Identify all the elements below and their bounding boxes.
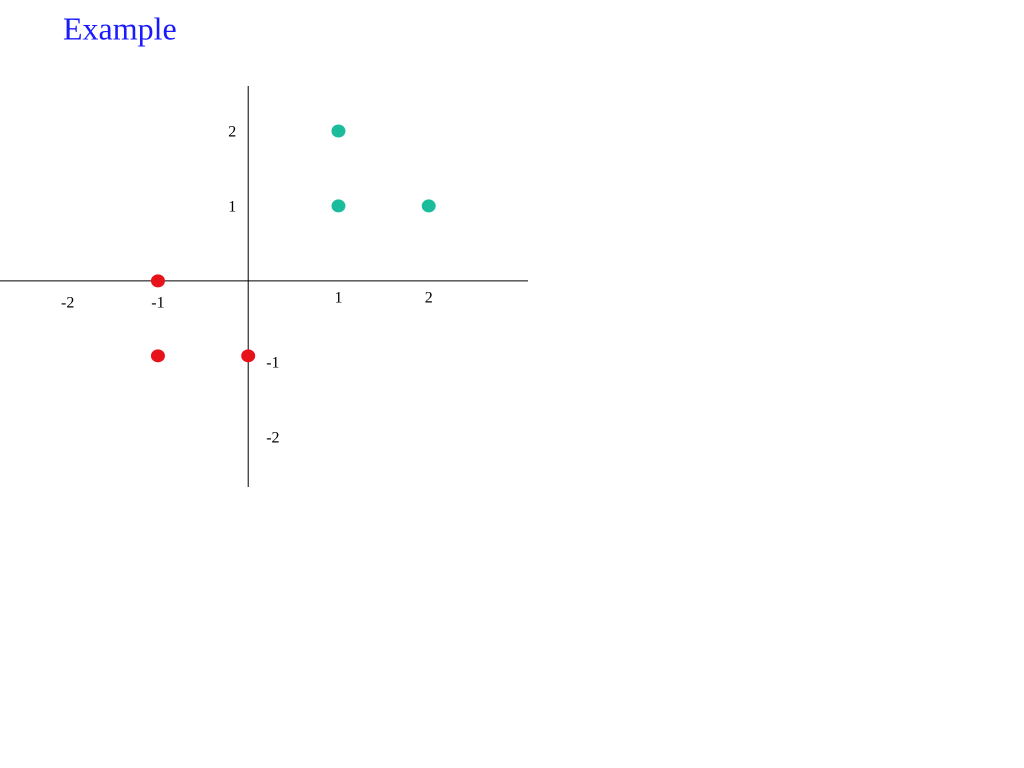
chart-title: Example — [63, 10, 177, 46]
x-tick-label: 2 — [425, 290, 433, 307]
point — [421, 199, 436, 213]
y-tick-label: 2 — [228, 124, 236, 141]
point — [241, 349, 256, 363]
point — [150, 274, 165, 288]
point — [150, 349, 165, 363]
y-tick-label: -2 — [266, 429, 279, 446]
point — [331, 124, 346, 138]
y-tick-label: -1 — [266, 355, 279, 372]
x-tick-label: -2 — [61, 295, 74, 312]
x-tick-label: -1 — [151, 295, 164, 312]
y-tick-label: 1 — [228, 199, 236, 216]
x-tick-label: 1 — [334, 290, 342, 307]
point — [331, 199, 346, 213]
